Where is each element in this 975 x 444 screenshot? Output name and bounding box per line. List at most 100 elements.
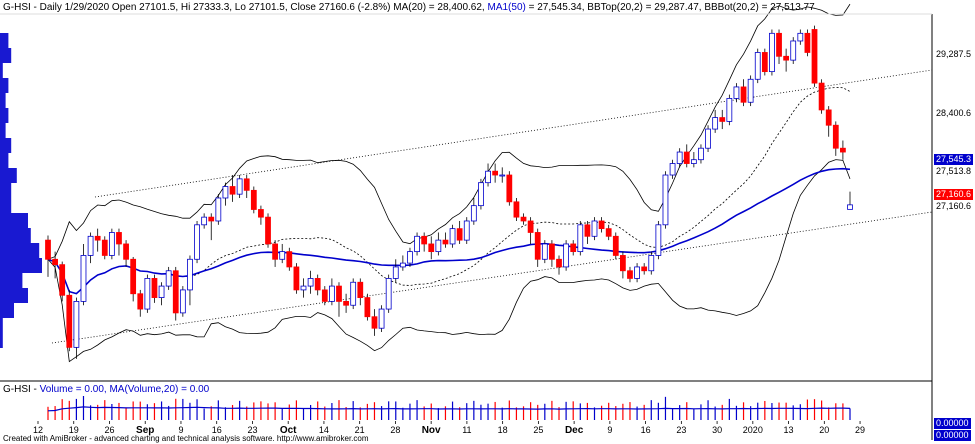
x-axis-ticks: 12 19 26 Sep 9 16 23 Oct 14 21 28 Nov 11 18 25 Dec 9 16 23…: [33, 421, 865, 436]
candle-body: [549, 243, 555, 260]
trend-channel: [51, 69, 933, 344]
bb-top-line: [47, 3, 851, 260]
volume-profile-bar: [0, 213, 28, 228]
candle-body: [719, 117, 726, 122]
candle-body: [165, 270, 172, 287]
candle-body: [187, 258, 193, 291]
candle-body: [116, 232, 122, 245]
candle-body: [556, 258, 562, 268]
candle-body: [790, 40, 797, 61]
price-tag-bbbot: 27,513.8: [934, 166, 974, 177]
candle-body: [683, 151, 690, 164]
footer: Created with AmiBroker - advanced charti…: [3, 434, 369, 443]
volume-profile-bar: [0, 183, 12, 198]
candle-body: [470, 205, 477, 222]
volume-profile-bar: [0, 48, 12, 63]
price-tag-bbtop: 29,287.5: [934, 49, 974, 60]
x-tick-label: 12: [33, 425, 43, 435]
candle-body: [577, 224, 584, 253]
candle-body: [336, 285, 342, 302]
candle-body: [45, 239, 51, 260]
candle-body: [59, 264, 66, 296]
candle-body: [612, 235, 619, 256]
price-tag-ma50: 27,545.3: [934, 154, 974, 165]
candle-body: [662, 174, 669, 226]
candle-body: [818, 82, 825, 111]
candle-body: [428, 243, 435, 253]
candle-body: [399, 262, 406, 268]
volume-profile-bar: [0, 153, 9, 168]
candle-body: [87, 235, 94, 256]
candle-body: [726, 98, 733, 122]
candle-body: [272, 243, 278, 260]
candle-body: [407, 251, 413, 264]
header: G-HSI - Daily 1/29/2020 Open 27101.5, Hi…: [3, 2, 815, 14]
candle-body: [754, 52, 761, 80]
volume-profile-bar: [0, 333, 3, 348]
candle-body: [258, 209, 264, 218]
x-tick-label: 2020: [743, 425, 763, 435]
candle-body: [94, 235, 101, 241]
candle-body: [73, 301, 80, 348]
volume-profile-bar: [0, 33, 9, 48]
candle-body: [534, 232, 541, 260]
candle-body: [527, 220, 534, 233]
x-tick-label: 25: [533, 425, 543, 435]
x-tick-label: 28: [390, 425, 400, 435]
candle-body: [236, 178, 243, 195]
volume-header: G-HSI - Volume = 0.00, MA(Volume,20) = 0…: [3, 384, 209, 396]
volume-profile-bar: [0, 78, 9, 93]
candle-body: [747, 78, 754, 103]
candle-body: [648, 255, 655, 272]
candle-body: [215, 197, 222, 222]
candle-body: [478, 182, 484, 207]
candle-body: [421, 235, 428, 245]
header-ma50-label: MA1(50): [487, 2, 526, 13]
price-tag-ma20: 28,400.6: [934, 108, 974, 119]
volume-profile-bar: [0, 318, 3, 333]
bollinger-bands: [47, 3, 851, 363]
candle-body: [158, 285, 165, 298]
volume-profile-bar: [0, 288, 28, 303]
candle-body: [172, 270, 179, 314]
candle-body: [364, 297, 371, 318]
x-tick-label: 14: [319, 425, 329, 435]
candle-body: [279, 251, 286, 260]
volume-tag: 0.00000: [934, 418, 971, 429]
candle-body: [698, 147, 704, 161]
header-symbol-line: G-HSI - Daily 1/29/2020 Open 27101.5, Hi…: [3, 2, 485, 13]
x-tick-label: 13: [784, 425, 794, 435]
candle-body: [250, 189, 257, 210]
candle-body: [776, 32, 782, 57]
x-tick-label: 9: [178, 425, 183, 435]
volume-profile-bar: [0, 303, 14, 318]
candle-body: [641, 266, 648, 272]
volume-profile-bar: [0, 63, 3, 78]
candle-body: [392, 266, 399, 279]
candle-body: [208, 216, 215, 222]
volume-header-ma: MA(Volume,20) = 0.00: [109, 384, 210, 395]
x-tick-label: 9: [607, 425, 612, 435]
volume-header-prefix: G-HSI -: [3, 384, 37, 395]
candle-body: [52, 258, 58, 266]
candle-body: [435, 239, 442, 253]
candle-body: [286, 251, 293, 268]
candle-body: [499, 174, 506, 177]
candle-body: [570, 243, 577, 253]
channel-lower-line: [51, 211, 933, 344]
candle-body: [634, 266, 640, 279]
candle-body: [506, 174, 513, 203]
volume-profile-bar: [0, 198, 12, 213]
candle-body: [520, 216, 527, 222]
ma50-line: [47, 167, 851, 295]
candle-body: [80, 255, 87, 302]
candle-body: [449, 228, 456, 245]
x-tick-label: 23: [247, 425, 257, 435]
candle-body: [591, 220, 598, 237]
chart-frame: [0, 13, 933, 440]
candle-body: [705, 128, 711, 149]
volume-ma-line: [47, 406, 851, 412]
volume-profile-bar: [0, 108, 9, 123]
